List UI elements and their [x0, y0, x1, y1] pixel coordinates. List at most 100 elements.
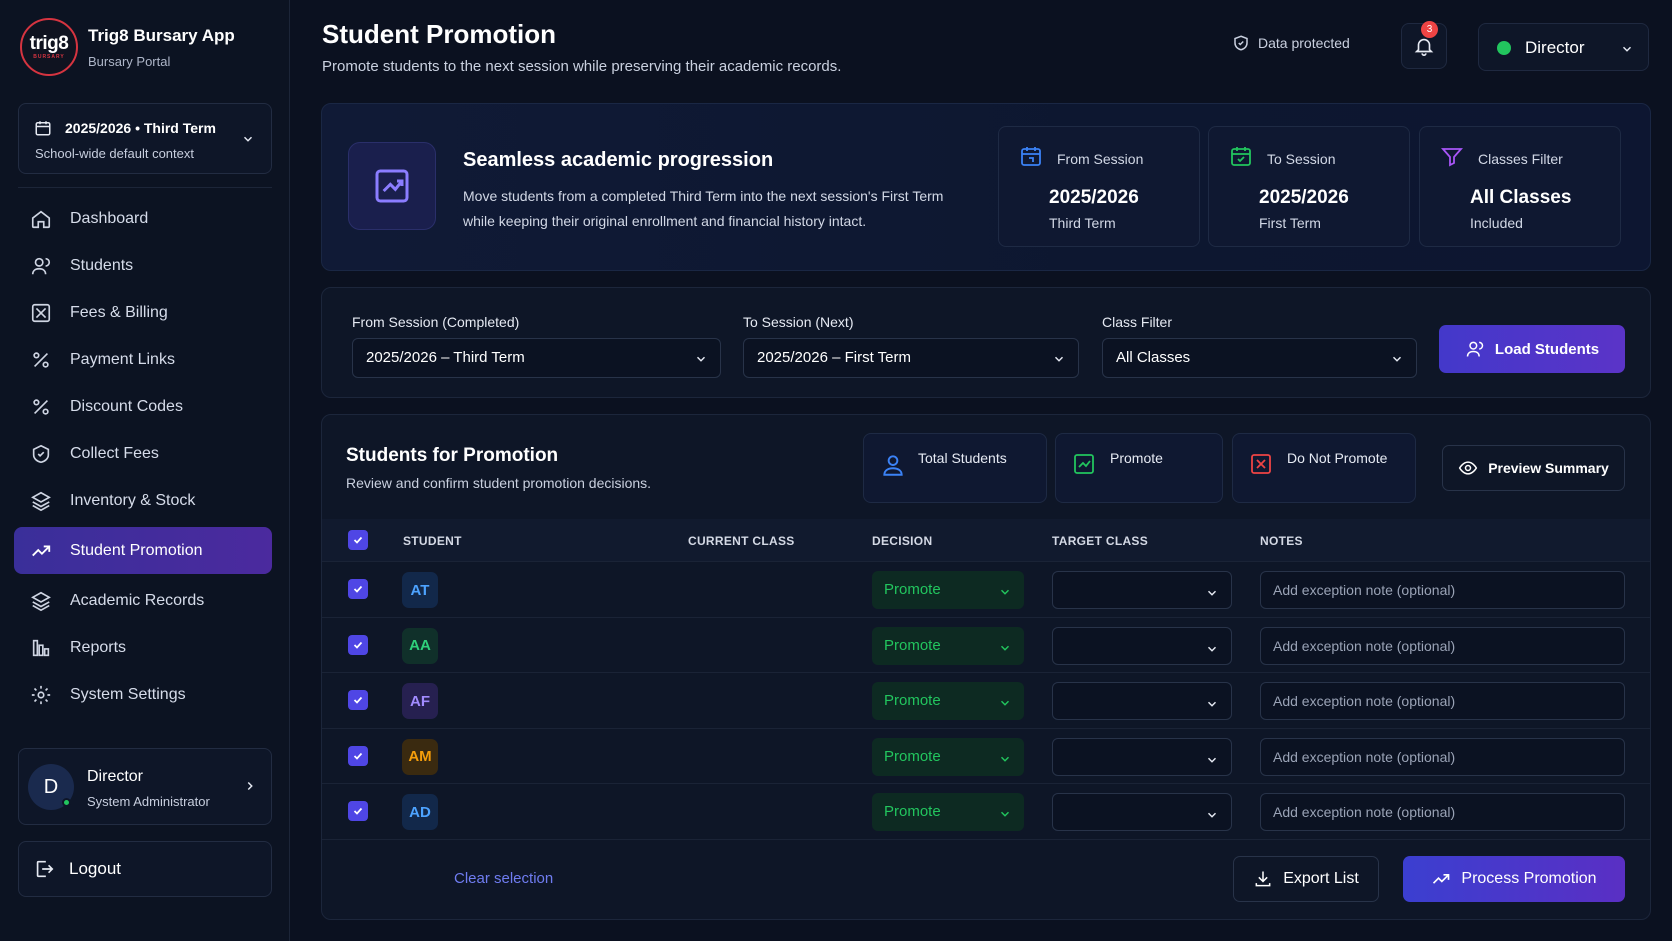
column-header-notes[interactable]: NOTES: [1260, 534, 1303, 548]
chevron-down-icon: [1205, 586, 1219, 600]
target-class-select[interactable]: [1052, 793, 1232, 831]
preview-summary-button[interactable]: Preview Summary: [1442, 445, 1625, 491]
column-header-decision[interactable]: DECISION: [872, 534, 933, 548]
row-checkbox[interactable]: [348, 801, 368, 821]
sidebar-item-label: Fees & Billing: [70, 303, 168, 321]
filter-icon: [1440, 144, 1464, 168]
promote-count-card: Promote: [1055, 433, 1223, 503]
students-for-promotion-panel: Students for Promotion Review and confir…: [321, 414, 1651, 920]
data-protected-label: Data protected: [1258, 35, 1350, 51]
logout-button[interactable]: Logout: [18, 841, 272, 897]
from-session-card: From Session 2025/2026 Third Term: [998, 126, 1200, 247]
sidebar-item-dashboard[interactable]: Dashboard: [14, 195, 272, 242]
table-row[interactable]: AM Promote Add exception note (optional): [322, 727, 1650, 783]
chevron-down-icon: [1052, 352, 1066, 366]
preview-summary-label: Preview Summary: [1488, 460, 1609, 476]
eye-icon: [1458, 458, 1488, 478]
from-session-select[interactable]: 2025/2026 – Third Term: [352, 338, 721, 378]
calendar-check-icon: [1229, 144, 1253, 168]
brand[interactable]: trig8 BURSARY Trig8 Bursary App Bursary …: [20, 18, 235, 76]
chevron-down-icon: [1620, 42, 1634, 56]
to-session-card: To Session 2025/2026 First Term: [1208, 126, 1410, 247]
exception-note-input[interactable]: Add exception note (optional): [1260, 793, 1625, 831]
progression-banner: Seamless academic progression Move stude…: [321, 103, 1651, 271]
role-label: Director: [1525, 38, 1585, 57]
decision-value: Promote: [884, 692, 941, 709]
table-row[interactable]: AF Promote Add exception note (optional): [322, 672, 1650, 727]
exception-note-input[interactable]: Add exception note (optional): [1260, 571, 1625, 609]
target-class-select[interactable]: [1052, 682, 1232, 720]
panel-subtitle: Review and confirm student promotion dec…: [346, 475, 652, 491]
sidebar-item-label: Payment Links: [70, 350, 175, 368]
sidebar-item-label: Collect Fees: [70, 444, 159, 462]
chevron-down-icon: [998, 585, 1012, 599]
sidebar-item-students[interactable]: Students: [14, 242, 272, 289]
from-session-value: 2025/2026 – Third Term: [366, 349, 525, 366]
clear-selection-link[interactable]: Clear selection: [454, 870, 554, 887]
row-checkbox[interactable]: [348, 745, 368, 766]
role-switcher[interactable]: Director: [1478, 23, 1649, 71]
calendar-icon: [1019, 144, 1043, 168]
sidebar: trig8 BURSARY Trig8 Bursary App Bursary …: [0, 0, 290, 941]
stat-label: From Session: [1057, 151, 1144, 167]
column-header-current-class[interactable]: CURRENT CLASS: [688, 534, 795, 548]
target-class-select[interactable]: [1052, 571, 1232, 609]
session-label: 2025/2026 • Third Term: [65, 120, 216, 136]
users-icon: [1465, 339, 1495, 359]
chevron-down-icon: [1205, 808, 1219, 822]
decision-select[interactable]: Promote: [872, 793, 1024, 831]
table-row[interactable]: AA Promote Add exception note (optional): [322, 616, 1650, 672]
sidebar-item-label: Discount Codes: [70, 397, 183, 415]
process-promotion-button[interactable]: Process Promotion: [1403, 856, 1625, 902]
decision-select[interactable]: Promote: [872, 571, 1024, 609]
row-checkbox[interactable]: [348, 690, 368, 710]
sidebar-item-collect-fees[interactable]: Collect Fees: [14, 430, 272, 477]
sidebar-item-inventory-stock[interactable]: Inventory & Stock: [14, 477, 272, 524]
column-header-target-class[interactable]: TARGET CLASS: [1052, 534, 1149, 548]
trending-chart-icon: [348, 142, 436, 230]
logout-label: Logout: [69, 859, 121, 878]
column-header-student[interactable]: STUDENT: [403, 534, 462, 548]
select-all-checkbox[interactable]: [348, 530, 368, 550]
sidebar-item-payment-links[interactable]: Payment Links: [14, 336, 272, 383]
notifications-button[interactable]: 3: [1401, 21, 1447, 69]
sidebar-item-academic-records[interactable]: Academic Records: [14, 577, 272, 624]
sidebar-item-fees-billing[interactable]: Fees & Billing: [14, 289, 272, 336]
app-subtitle: Bursary Portal: [88, 53, 171, 69]
panel-title: Students for Promotion: [346, 445, 559, 466]
online-status-dot: [62, 798, 71, 807]
decision-select[interactable]: Promote: [872, 626, 1024, 665]
page-title: Student Promotion: [322, 19, 556, 49]
student-initials: AT: [410, 581, 430, 599]
sidebar-item-system-settings[interactable]: System Settings: [14, 671, 272, 718]
student-avatar: AT: [402, 572, 438, 608]
student-avatar: AF: [402, 683, 438, 719]
sidebar-item-student-promotion[interactable]: Student Promotion: [14, 527, 272, 574]
decision-select[interactable]: Promote: [872, 682, 1024, 720]
class-filter-select[interactable]: All Classes: [1102, 338, 1417, 378]
decision-select[interactable]: Promote: [872, 737, 1024, 776]
exception-note-input[interactable]: Add exception note (optional): [1260, 682, 1625, 720]
table-header: STUDENT CURRENT CLASS DECISION TARGET CL…: [322, 519, 1650, 561]
bar-chart-icon: [30, 637, 52, 659]
sidebar-item-discount-codes[interactable]: Discount Codes: [14, 383, 272, 430]
table-row[interactable]: AT Promote Add exception note (optional): [322, 561, 1650, 616]
load-students-button[interactable]: Load Students: [1439, 325, 1625, 373]
target-class-select[interactable]: [1052, 737, 1232, 776]
session-selector[interactable]: 2025/2026 • Third Term School-wide defau…: [18, 103, 272, 174]
sidebar-item-label: Student Promotion: [70, 541, 203, 559]
target-class-select[interactable]: [1052, 626, 1232, 665]
to-session-select[interactable]: 2025/2026 – First Term: [743, 338, 1079, 378]
table-row[interactable]: AD Promote Add exception note (optional): [322, 783, 1650, 838]
to-session-label: To Session (Next): [743, 314, 854, 330]
sidebar-item-reports[interactable]: Reports: [14, 624, 272, 671]
page-subtitle: Promote students to the next session whi…: [322, 58, 842, 75]
row-checkbox[interactable]: [348, 579, 368, 599]
logo-text: trig8: [29, 33, 69, 54]
exception-note-input[interactable]: Add exception note (optional): [1260, 626, 1625, 665]
exception-note-input[interactable]: Add exception note (optional): [1260, 737, 1625, 776]
export-list-button[interactable]: Export List: [1233, 856, 1379, 902]
row-checkbox[interactable]: [348, 634, 368, 655]
user-profile-card[interactable]: D Director System Administrator: [18, 748, 272, 825]
decision-value: Promote: [884, 581, 941, 598]
